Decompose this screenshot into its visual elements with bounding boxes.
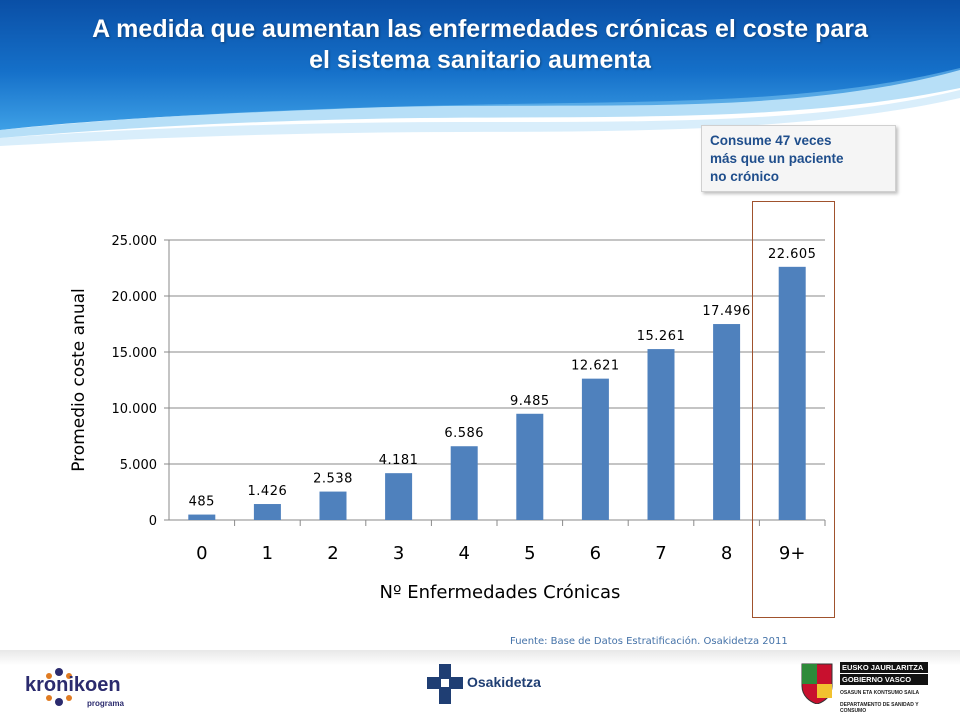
data-label-8: 17.496 [702,304,751,319]
bar-5 [516,413,544,520]
y-axis-ticks: 0 5.000 10.000 15.000 20.000 25.000 [112,234,158,529]
y-tick-label: 25.000 [112,234,158,249]
gv-line-2: GOBIERNO VASCO [840,674,928,685]
data-label-7: 15.261 [637,329,686,344]
gv-dept-basque: OSASUN ETA KONTSUMO SAILA [840,690,920,696]
bar-6 [581,378,609,520]
y-tick-label: 15.000 [112,346,158,361]
data-label-5: 9.485 [510,394,550,409]
highlight-box-9plus [752,201,835,618]
bar-1 [253,504,281,520]
bar-7 [647,349,675,520]
callout-box: Consume 47 veces más que un paciente no … [701,125,896,192]
data-label-3: 4.181 [379,453,419,468]
title-line-1: A medida que aumentan las enfermedades c… [92,15,868,43]
x-tick-label-1: 1 [262,543,273,564]
source-note: Fuente: Base de Datos Estratificación. O… [510,636,788,647]
y-axis-label: Promedio coste anual [69,288,89,472]
header-banner [0,0,960,146]
x-tick-label-0: 0 [196,543,207,564]
x-tick-label-6: 6 [590,543,601,564]
y-tick-label: 20.000 [112,290,158,305]
gv-line-1: EUSKO JAURLARITZA [840,662,928,673]
bar-8 [713,324,741,520]
kronikoen-logo-text: kronikoen [25,674,121,696]
y-tick-label: 5.000 [120,458,157,473]
slide-title: A medida que aumentan las enfermedades c… [0,14,960,76]
data-label-0: 485 [189,495,215,510]
kronikoen-logo: kronikoen programa [25,662,155,712]
data-label-9+: 22.605 [768,247,817,262]
x-axis-label: Nº Enfermedades Crónicas [380,582,621,603]
osakidetza-cross-icon [427,664,463,704]
x-tick-label-2: 2 [327,543,338,564]
bar-0 [188,514,216,520]
title-line-2: el sistema sanitario aumenta [309,46,651,74]
callout-line-3: no crónico [710,169,780,184]
x-tick-label-5: 5 [524,543,535,564]
kronikoen-mark-icon [46,668,72,706]
gobierno-vasco-logo: EUSKO JAURLARITZA GOBIERNO VASCO OSASUN … [798,658,938,720]
osakidetza-logo-text: Osakidetza [467,674,541,690]
data-label-1: 1.426 [248,484,288,499]
callout-line-1: Consume 47 veces [710,133,832,148]
bar-3 [385,473,413,520]
data-labels: 485 1.426 2.538 4.181 6.586 9.485 12.621 15.261… [189,247,817,510]
x-tick-label-3: 3 [393,543,404,564]
x-tick-label-9+: 9+ [779,543,806,564]
data-label-2: 2.538 [313,472,353,487]
gv-dept-spanish: DEPARTAMENTO DE SANIDAD Y CONSUMO [840,702,919,714]
y-tick-label: 10.000 [112,402,158,417]
x-tick-label-8: 8 [721,543,732,564]
bar-2 [319,491,347,520]
data-label-4: 6.586 [444,426,484,441]
x-tick-label-4: 4 [458,543,469,564]
kronikoen-logo-subtext: programa [87,699,124,708]
x-tick-label-7: 7 [655,543,666,564]
data-label-6: 12.621 [571,359,620,374]
osakidetza-logo: Osakidetza [425,660,555,710]
chart-bars [188,266,806,520]
y-tick-label: 0 [149,514,157,529]
coat-of-arms-icon [801,663,833,704]
x-axis-ticks: 0 1 2 3 4 5 6 7 8 9+ [196,543,805,564]
bar-4 [450,446,478,520]
footer-bar: kronikoen programa Osakidetza EUSKO JAUR… [0,650,960,720]
callout-line-2: más que un paciente [710,151,844,166]
bar-9+ [778,266,806,520]
